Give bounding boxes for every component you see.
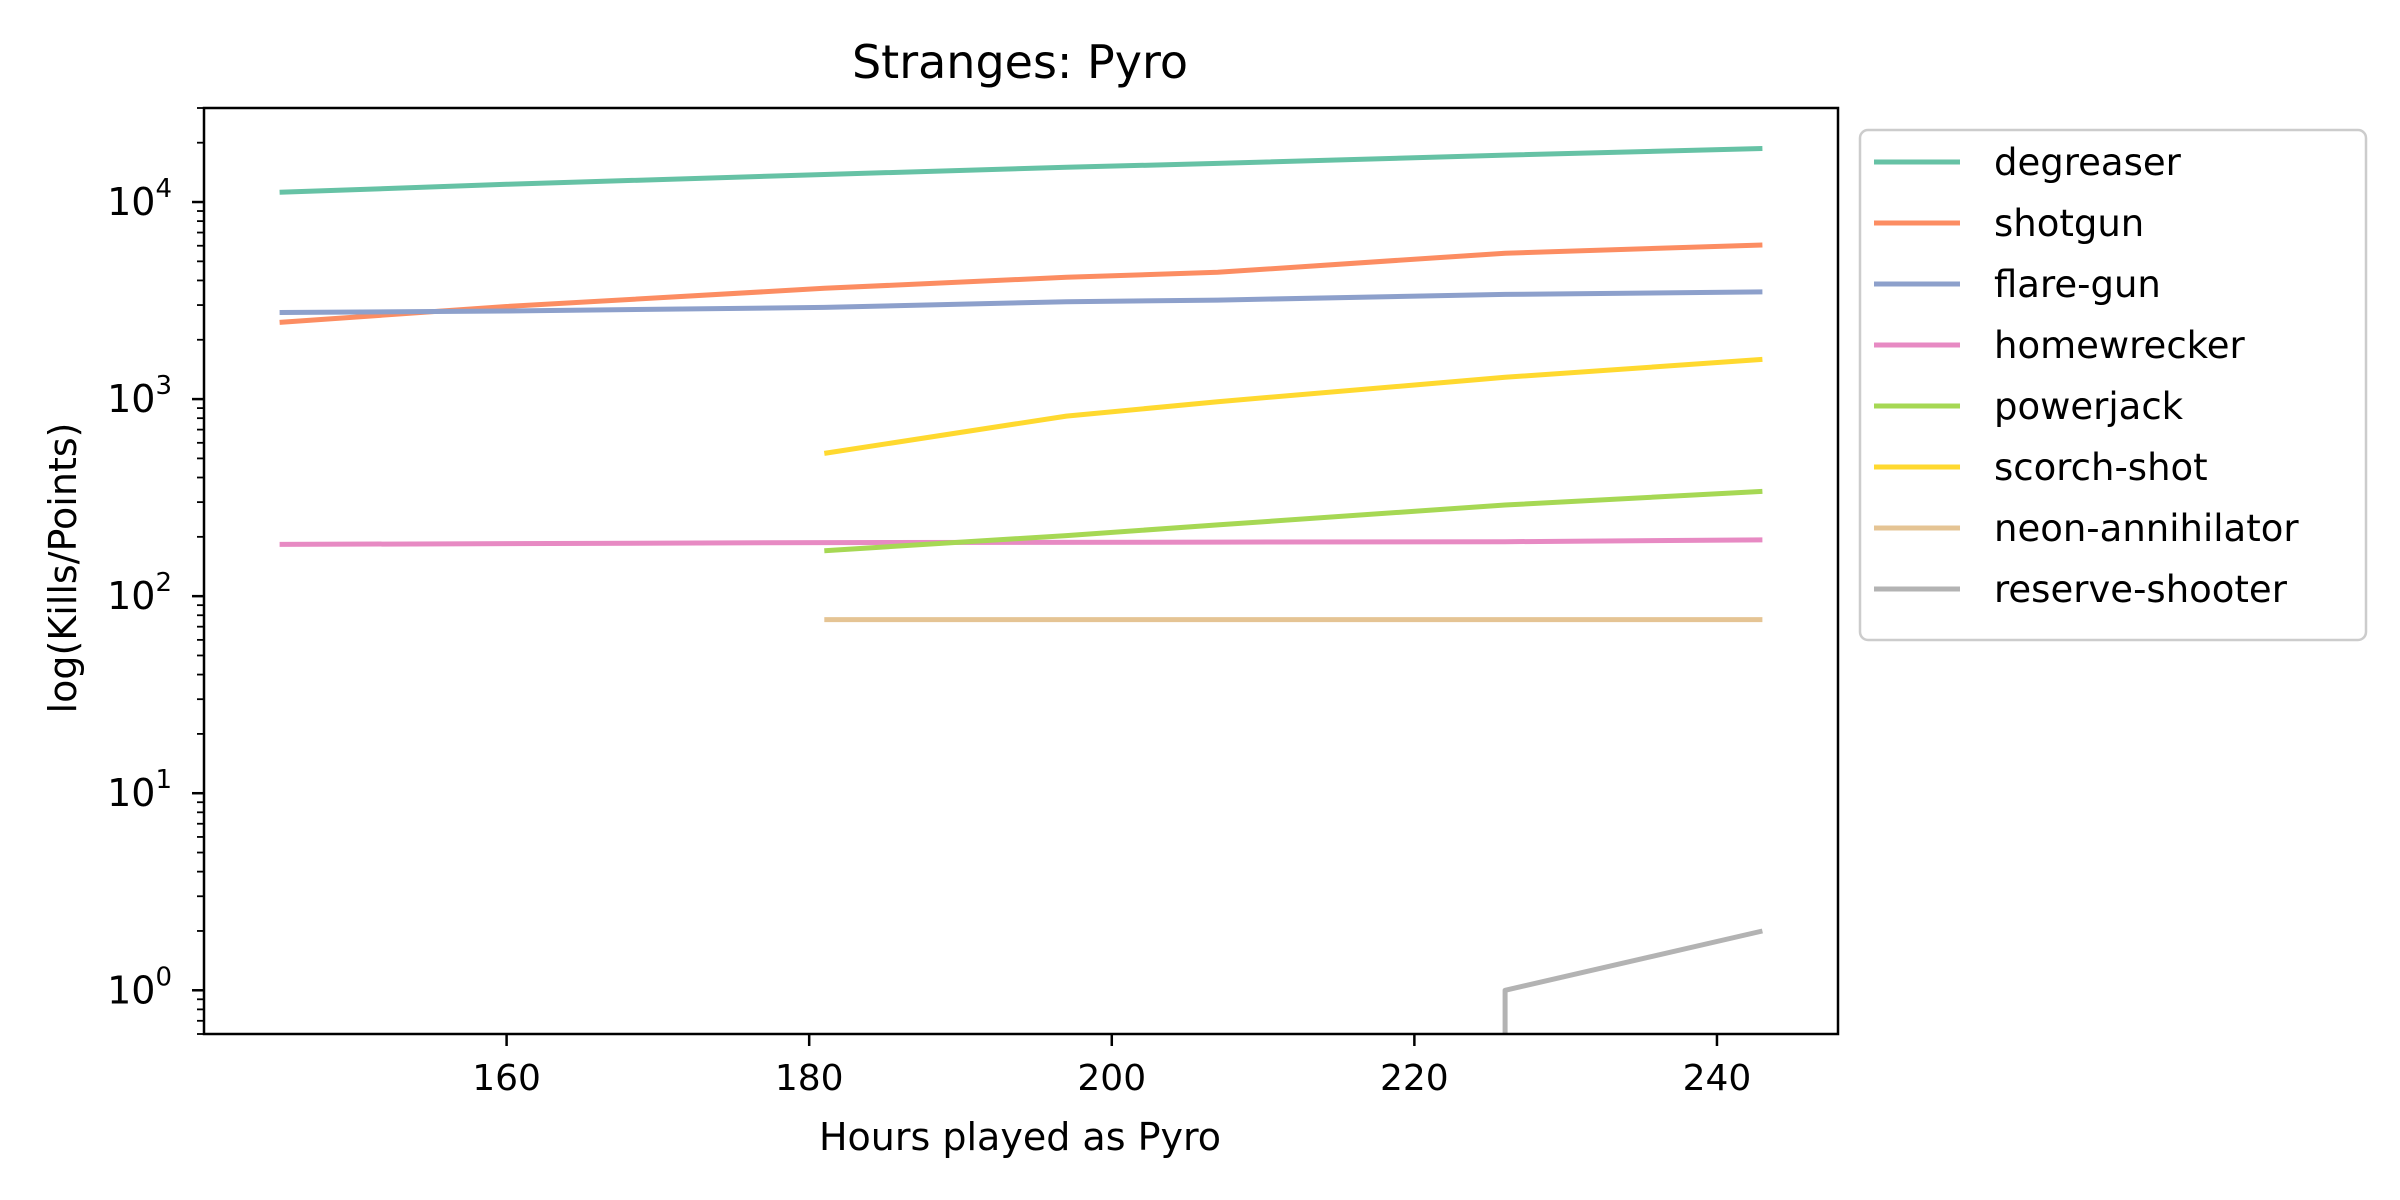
series-line-flare-gun: [279, 289, 1763, 315]
x-tick-label: 180: [775, 1058, 844, 1099]
series-line-reserve-shooter: [1502, 928, 1763, 1034]
legend-label-homewrecker: homewrecker: [1994, 324, 2246, 367]
x-axis-ticks: 160 180 200 220 240: [472, 1034, 1751, 1099]
x-axis-label: Hours played as Pyro: [819, 1115, 1221, 1159]
y-tick-label: 104: [107, 174, 172, 224]
series-line-powerjack: [824, 488, 1763, 554]
legend-label-scorch-shot: scorch-shot: [1994, 446, 2208, 489]
plot-area: [202, 106, 1840, 1036]
y-tick-label: 101: [107, 765, 172, 815]
y-axis-ticks: 100 101 102 103 104: [107, 107, 204, 1035]
legend: degreaser shotgun flare-gun homewrecker powe…: [1858, 128, 2368, 642]
x-tick-label: 160: [472, 1058, 541, 1099]
legend-label-shotgun: shotgun: [1994, 202, 2144, 245]
y-tick-label: 103: [107, 371, 172, 421]
y-tick-label: 100: [107, 962, 172, 1012]
series-line-shotgun: [279, 242, 1763, 325]
series-line-degreaser: [279, 146, 1763, 195]
x-tick-label: 200: [1077, 1058, 1146, 1099]
series-line-scorch-shot: [823, 356, 1763, 456]
plot-frame: [202, 106, 1840, 1036]
legend-label-flare-gun: flare-gun: [1994, 263, 2161, 306]
y-tick-label: 102: [107, 568, 172, 618]
x-tick-label: 220: [1380, 1058, 1449, 1099]
legend-label-degreaser: degreaser: [1994, 141, 2182, 184]
legend-box: [1858, 128, 2368, 642]
legend-label-reserve-shooter: reserve-shooter: [1994, 568, 2288, 611]
chart-title: Stranges: Pyro: [852, 35, 1188, 89]
legend-label-neon-annihilator: neon-annihilator: [1994, 507, 2299, 550]
x-tick-label: 240: [1683, 1058, 1752, 1099]
legend-label-powerjack: powerjack: [1994, 385, 2184, 428]
series-line-homewrecker: [279, 537, 1763, 547]
y-axis-label: log(Kills/Points): [41, 423, 85, 714]
